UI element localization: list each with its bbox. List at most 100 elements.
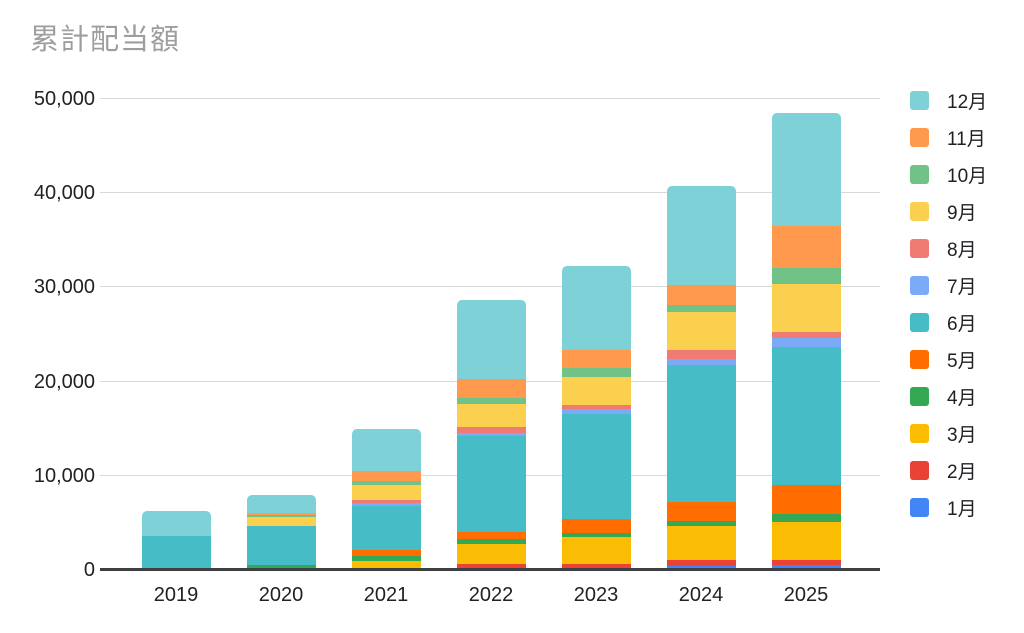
bar-2019[interactable] <box>141 510 211 570</box>
bar-segment-2020-9月[interactable] <box>246 517 316 527</box>
bar-segment-2024-5月[interactable] <box>666 501 736 521</box>
bar-segment-2022-5月[interactable] <box>456 531 526 540</box>
legend-item-7月[interactable]: 7月 <box>910 275 977 298</box>
legend-item-6月[interactable]: 6月 <box>910 312 977 335</box>
bar-segment-2021-10月[interactable] <box>351 480 421 485</box>
legend-label-10月: 10月 <box>947 165 988 187</box>
bar-segment-2020-4月[interactable] <box>246 565 316 568</box>
legend-item-3月[interactable]: 3月 <box>910 423 977 446</box>
x-tick-label-2024: 2024 <box>678 584 724 606</box>
bar-segment-2023-9月[interactable] <box>561 376 631 405</box>
bar-segment-2023-6月[interactable] <box>561 413 631 519</box>
legend-item-10月[interactable]: 10月 <box>910 164 987 187</box>
bar-2023[interactable] <box>561 265 631 570</box>
bar-segment-2024-11月[interactable] <box>666 285 736 305</box>
bar-segment-2023-11月[interactable] <box>561 350 631 368</box>
legend-item-5月[interactable]: 5月 <box>910 349 977 372</box>
bar-segment-2023-10月[interactable] <box>561 368 631 377</box>
bar-segment-2025-12月[interactable] <box>771 113 841 226</box>
bar-segment-2024-1月[interactable] <box>666 565 736 570</box>
bar-segment-2022-9月[interactable] <box>456 403 526 428</box>
bar-segment-2022-6月[interactable] <box>456 435 526 532</box>
bar-segment-2023-8月[interactable] <box>561 404 631 410</box>
y-tick-label-40000: 40,000 <box>33 182 95 205</box>
bar-segment-2022-11月[interactable] <box>456 379 526 399</box>
bar-segment-2025-11月[interactable] <box>771 225 841 268</box>
bar-segment-2022-10月[interactable] <box>456 398 526 404</box>
bar-segment-2020-6月[interactable] <box>246 526 316 566</box>
bar-segment-2025-8月[interactable] <box>771 331 841 339</box>
bar-segment-2021-12月[interactable] <box>351 428 421 471</box>
bar-segment-2024-12月[interactable] <box>666 186 736 286</box>
legend-label-2月: 2月 <box>947 461 977 483</box>
bar-segment-2024-2月[interactable] <box>666 559 736 566</box>
bar-2022[interactable] <box>456 300 526 570</box>
bar-segment-2025-1月[interactable] <box>771 565 841 570</box>
bar-segment-2025-3月[interactable] <box>771 521 841 560</box>
bar-segment-2024-8月[interactable] <box>666 350 736 359</box>
bar-segment-2024-7月[interactable] <box>666 358 736 366</box>
bar-segment-2025-7月[interactable] <box>771 338 841 348</box>
bar-segment-2024-10月[interactable] <box>666 304 736 312</box>
bar-segment-2025-6月[interactable] <box>771 347 841 486</box>
legend-swatch-3月 <box>910 423 929 443</box>
bar-segment-2021-8月[interactable] <box>351 499 421 504</box>
legend-label-8月: 8月 <box>947 239 977 261</box>
bar-segment-2021-5月[interactable] <box>351 549 421 556</box>
bar-segment-2025-9月[interactable] <box>771 283 841 332</box>
legend-item-8月[interactable]: 8月 <box>910 238 977 261</box>
bar-segment-2022-4月[interactable] <box>456 539 526 544</box>
bar-segment-2021-11月[interactable] <box>351 470 421 481</box>
bar-segment-2022-12月[interactable] <box>456 300 526 380</box>
bar-segment-2023-5月[interactable] <box>561 518 631 533</box>
legend-swatch-7月 <box>910 275 929 295</box>
bar-segment-2021-4月[interactable] <box>351 555 421 561</box>
bar-segment-2020-11月[interactable] <box>246 513 316 515</box>
bar-segment-2022-2月[interactable] <box>456 564 526 570</box>
legend-item-12月[interactable]: 12月 <box>910 90 987 113</box>
legend-swatch-4月 <box>910 386 929 406</box>
gridline-40000 <box>100 192 880 194</box>
bar-segment-2020-12月[interactable] <box>246 494 316 514</box>
bar-segment-2022-8月[interactable] <box>456 427 526 433</box>
bar-segment-2021-3月[interactable] <box>351 560 421 570</box>
legend-label-3月: 3月 <box>947 424 977 446</box>
legend-item-11月[interactable]: 11月 <box>910 127 986 150</box>
y-tick-label-50000: 50,000 <box>33 88 95 110</box>
bar-2020[interactable] <box>246 494 316 570</box>
bar-segment-2020-10月[interactable] <box>246 514 316 518</box>
bar-segment-2025-4月[interactable] <box>771 513 841 522</box>
legend-swatch-9月 <box>910 201 929 221</box>
legend-item-2月[interactable]: 2月 <box>910 460 977 483</box>
bar-segment-2024-9月[interactable] <box>666 311 736 351</box>
legend-item-1月[interactable]: 1月 <box>910 497 977 520</box>
bar-segment-2025-5月[interactable] <box>771 485 841 514</box>
bar-segment-2023-7月[interactable] <box>561 409 631 414</box>
legend-label-11月: 11月 <box>947 128 986 150</box>
bar-segment-2019-12月[interactable] <box>141 510 211 536</box>
bar-segment-2023-4月[interactable] <box>561 532 631 538</box>
bar-segment-2023-2月[interactable] <box>561 563 631 570</box>
legend-item-9月[interactable]: 9月 <box>910 201 977 224</box>
bar-segment-2019-6月[interactable] <box>141 535 211 570</box>
bar-segment-2023-3月[interactable] <box>561 537 631 564</box>
bar-segment-2024-6月[interactable] <box>666 365 736 502</box>
legend-swatch-5月 <box>910 349 929 369</box>
bar-segment-2022-3月[interactable] <box>456 543 526 565</box>
bar-segment-2021-9月[interactable] <box>351 484 421 500</box>
bar-2025[interactable] <box>771 113 841 570</box>
legend-label-4月: 4月 <box>947 387 977 409</box>
bar-segment-2021-7月[interactable] <box>351 503 421 506</box>
bar-segment-2025-10月[interactable] <box>771 267 841 284</box>
bar-2021[interactable] <box>351 428 421 570</box>
bar-segment-2024-3月[interactable] <box>666 526 736 560</box>
bar-segment-2022-7月[interactable] <box>456 432 526 436</box>
bar-2024[interactable] <box>666 186 736 570</box>
legend-item-4月[interactable]: 4月 <box>910 386 977 409</box>
bar-segment-2024-4月[interactable] <box>666 520 736 527</box>
legend-swatch-6月 <box>910 312 929 332</box>
bar-segment-2023-12月[interactable] <box>561 265 631 351</box>
bar-segment-2025-2月[interactable] <box>771 559 841 566</box>
bar-segment-2021-6月[interactable] <box>351 505 421 550</box>
